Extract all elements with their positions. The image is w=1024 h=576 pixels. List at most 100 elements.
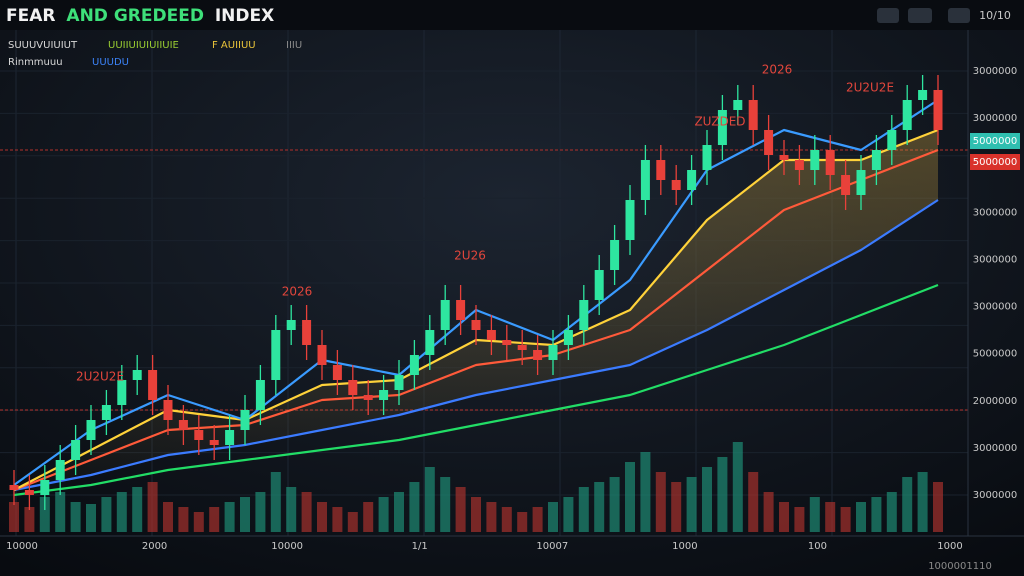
candle-body xyxy=(533,350,543,360)
price-label: 2000000 xyxy=(973,396,1018,407)
x-label: 10000 xyxy=(6,541,38,552)
volume-bar xyxy=(871,497,882,532)
candle-body xyxy=(563,330,573,345)
volume-bar xyxy=(193,512,204,532)
candle-body xyxy=(178,420,188,430)
volume-bar xyxy=(717,457,728,532)
candle-body xyxy=(55,460,65,480)
volume-bar xyxy=(471,497,481,532)
clock: 10/10 xyxy=(979,9,1011,22)
toolbar-button[interactable] xyxy=(908,8,932,23)
volume-bar xyxy=(409,482,420,532)
legend-entry: SUUUVUIUIUT xyxy=(8,40,78,51)
candle-body xyxy=(317,345,327,365)
volume-bar xyxy=(532,507,543,532)
title-part: INDEX xyxy=(215,6,274,26)
x-label: 2000 xyxy=(142,541,167,552)
candle-body xyxy=(86,420,96,440)
volume-bar xyxy=(440,477,451,532)
price-label: 3000000 xyxy=(973,207,1018,218)
candle-body xyxy=(779,155,789,160)
volume-bar xyxy=(486,502,497,532)
volume-bar xyxy=(548,502,558,532)
volume-bar xyxy=(840,507,851,532)
candle-body xyxy=(825,150,835,175)
candle-body xyxy=(933,90,943,130)
x-label: 1000 xyxy=(672,541,697,552)
volume-bar xyxy=(132,487,143,532)
candle-body xyxy=(363,395,373,400)
annotation: 2026 xyxy=(282,285,313,299)
x-label: 100 xyxy=(808,541,827,552)
plot xyxy=(0,75,968,532)
volume-bar xyxy=(748,472,759,532)
volume-bar xyxy=(178,507,189,532)
volume-bar xyxy=(301,492,312,532)
volume-bar xyxy=(825,502,836,532)
candle-body xyxy=(225,430,235,445)
candle-body xyxy=(471,320,481,330)
candle-body xyxy=(209,440,219,445)
candle-body xyxy=(302,320,312,345)
candle-body xyxy=(9,485,19,490)
legend-entry: UUIIUIUIUIIUIE xyxy=(108,40,179,51)
candle-body xyxy=(348,380,358,395)
legend-entry: F AUIIUU xyxy=(212,40,256,51)
volume-bar xyxy=(578,487,589,532)
title: FEAR AND GREDEED INDEX xyxy=(6,6,274,26)
toolbar-button[interactable] xyxy=(948,8,970,23)
volume-bar xyxy=(332,507,343,532)
candle-body xyxy=(625,200,635,240)
volume-bar xyxy=(286,487,297,532)
candle-body xyxy=(163,400,173,420)
volume-bar xyxy=(55,492,66,532)
annotation: 2U2U2E xyxy=(76,370,124,384)
volume-bar xyxy=(224,502,235,532)
candle-body xyxy=(379,390,389,400)
header-bar xyxy=(0,0,1024,30)
candle-body xyxy=(271,330,281,380)
annotation: 2U2U2E xyxy=(846,81,894,95)
candle-body xyxy=(748,100,758,130)
volume-bar xyxy=(501,507,512,532)
price-label: 3000000 xyxy=(973,443,1018,454)
volume-bar xyxy=(9,502,19,532)
candle-body xyxy=(794,160,804,170)
annotation: ZUZDED xyxy=(694,115,745,129)
volume-bar xyxy=(809,497,820,532)
toolbar-button[interactable] xyxy=(877,8,899,23)
candle-body xyxy=(409,355,419,375)
title-part: AND GREDEED xyxy=(66,6,204,26)
candle-body xyxy=(194,430,204,440)
volume-bar xyxy=(39,497,50,532)
candle-body xyxy=(702,145,712,170)
candle-body xyxy=(40,480,50,495)
candle-body xyxy=(918,90,928,100)
candle-body xyxy=(871,150,881,170)
candle-body xyxy=(101,405,111,420)
candle-body xyxy=(656,160,666,180)
annotation: 2U26 xyxy=(454,249,486,263)
candle-body xyxy=(394,375,404,390)
legend-entry: IIIU xyxy=(286,40,302,51)
candle-body xyxy=(117,380,127,405)
candle-body xyxy=(610,240,620,270)
candle-body xyxy=(286,320,296,330)
x-label: 10007 xyxy=(536,541,568,552)
volume-bar xyxy=(147,482,158,532)
price-tag-label: 5000000 xyxy=(973,136,1018,147)
volume-bar xyxy=(763,492,774,532)
candle-body xyxy=(717,110,727,145)
price-tag xyxy=(970,133,1020,149)
candle-body xyxy=(594,270,604,300)
volume-bar xyxy=(732,442,743,532)
volume-bar xyxy=(24,507,35,532)
volume-bar xyxy=(917,472,928,532)
candle-body xyxy=(240,410,250,430)
volume-bar xyxy=(671,482,682,532)
candle-body xyxy=(486,330,496,340)
volume-bar xyxy=(378,497,389,532)
candle-body xyxy=(733,100,743,110)
x-label: 1000 xyxy=(937,541,962,552)
x-label: 10000 xyxy=(271,541,303,552)
